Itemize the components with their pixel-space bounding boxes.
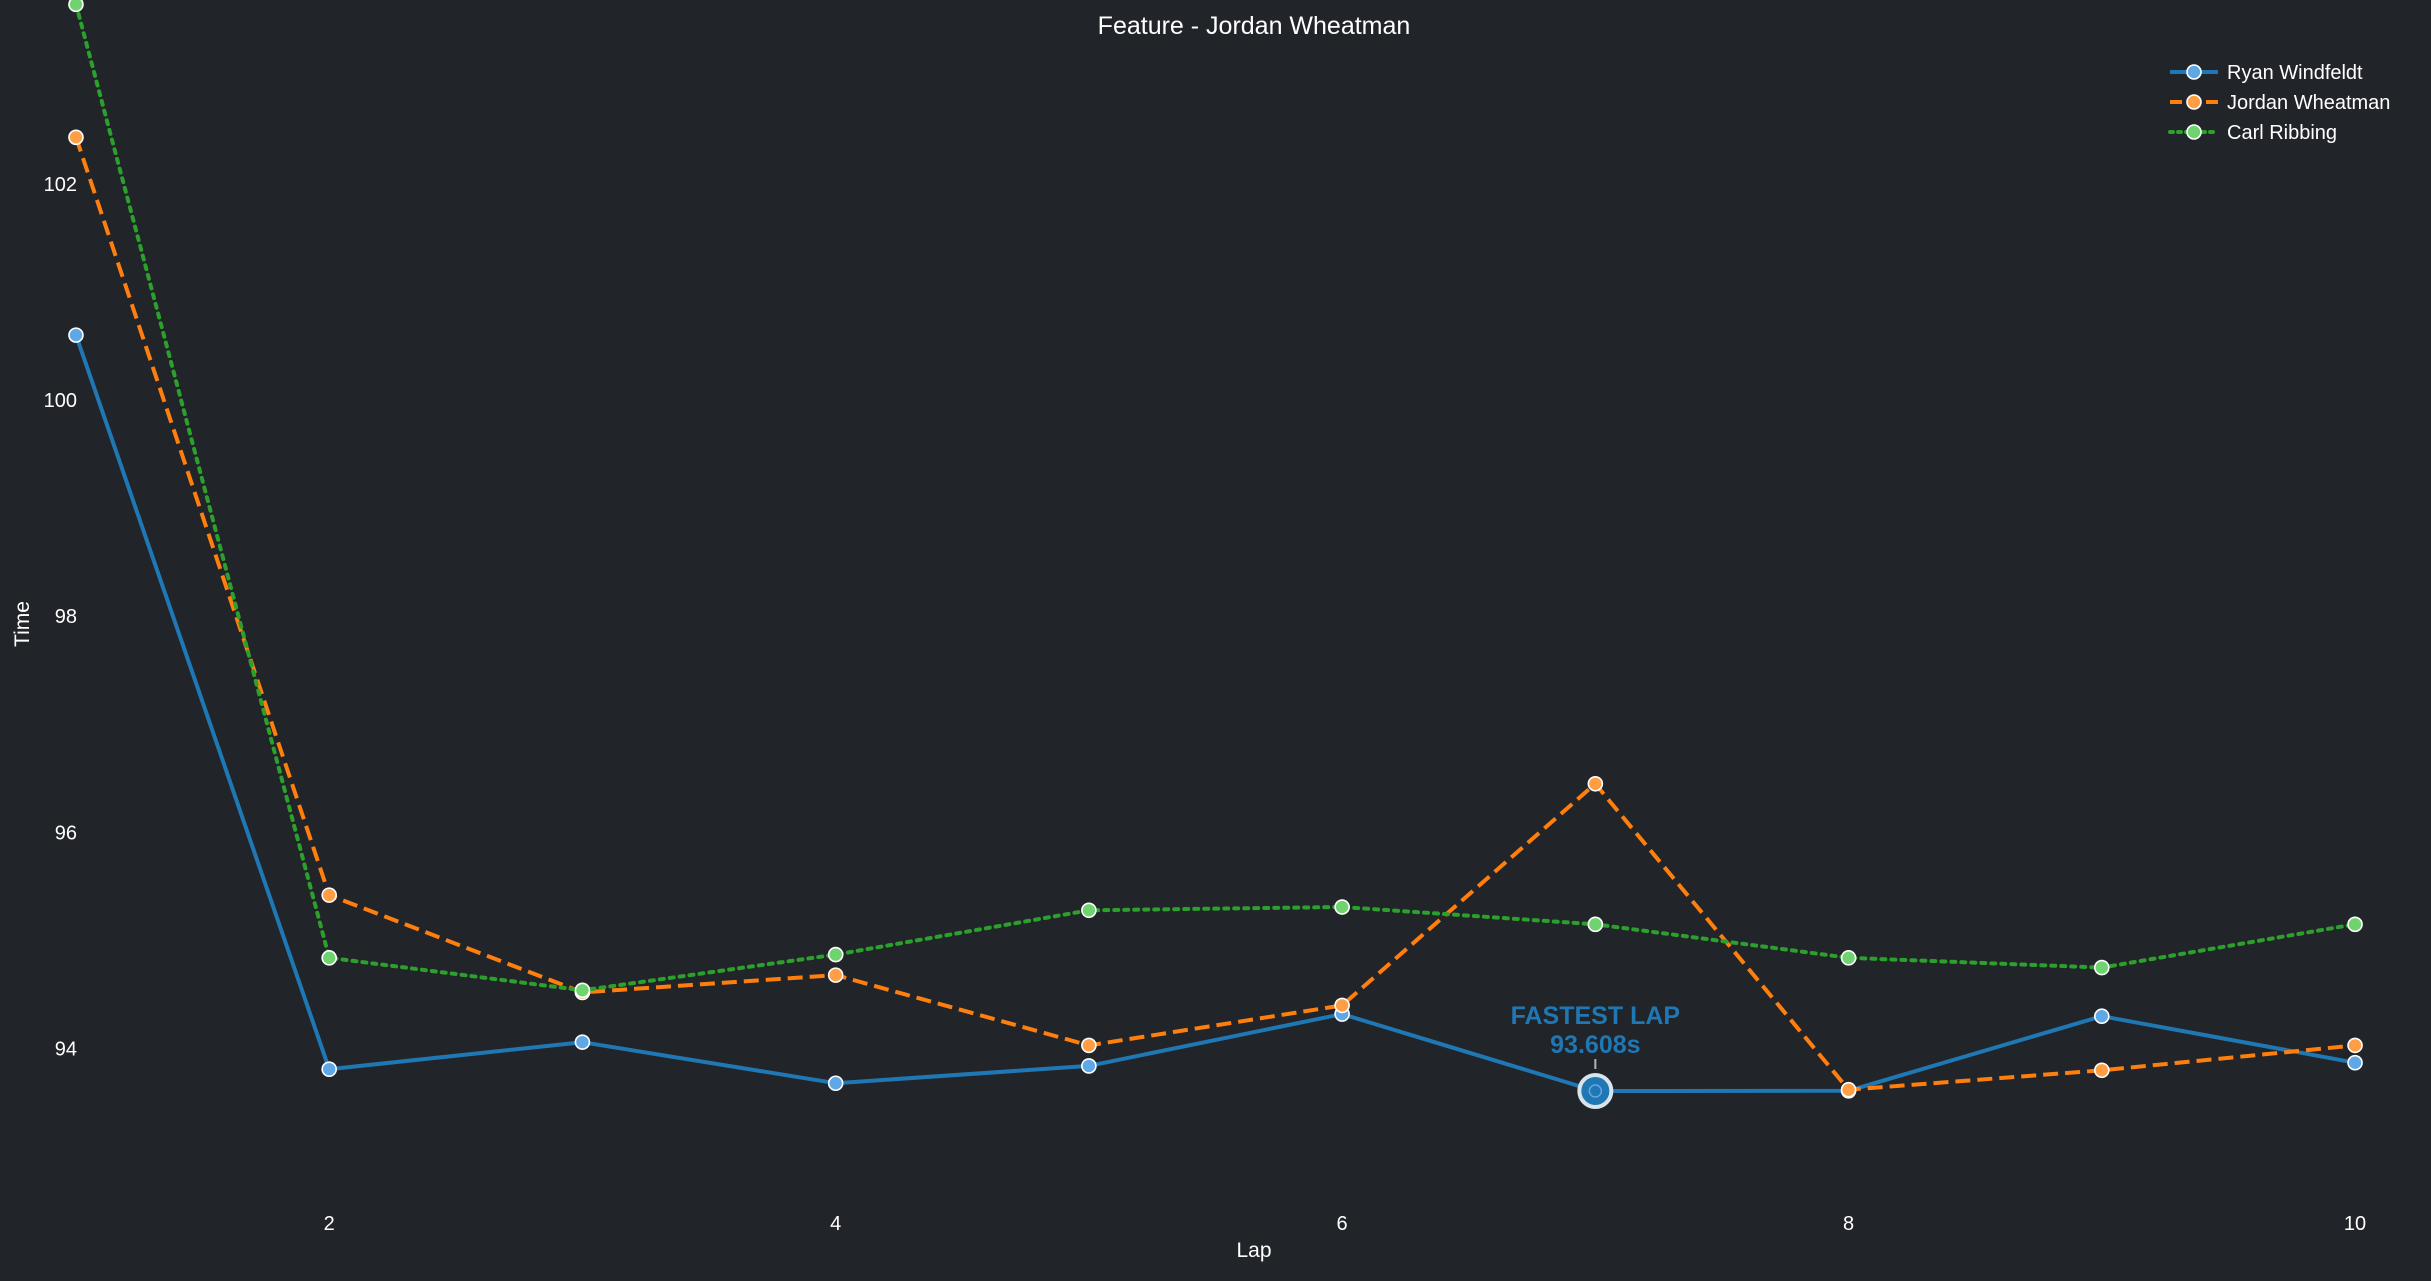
- data-point: [1081, 902, 1097, 919]
- data-point: [2094, 1008, 2110, 1025]
- chart-title: Feature - Jordan Wheatman: [1098, 12, 1411, 40]
- legend-item: Jordan Wheatman: [2170, 92, 2390, 114]
- legend-label: Carl Ribbing: [2227, 122, 2337, 144]
- series-line: [74, 2, 2357, 993]
- data-point: [321, 950, 337, 966]
- y-axis-label: Time: [11, 601, 34, 647]
- y-tick-label: 100: [44, 390, 77, 412]
- y-tick-label: 102: [44, 174, 77, 196]
- data-point: [2347, 1037, 2363, 1054]
- y-tick-label: 94: [55, 1039, 77, 1061]
- x-tick-label: 6: [1337, 1213, 1348, 1235]
- fastest-lap-marker: [1577, 1073, 1614, 1110]
- x-tick-label: 10: [2344, 1213, 2366, 1235]
- y-tick-label: 98: [55, 606, 77, 628]
- data-point: [68, 0, 84, 13]
- series-1: [68, 327, 2363, 1099]
- data-point: [1840, 1081, 1857, 1098]
- series-3: [68, 0, 2363, 999]
- x-tick-label: 8: [1843, 1213, 1854, 1235]
- legend-item: Ryan Windfeldt: [2170, 62, 2363, 84]
- data-point: [574, 982, 591, 999]
- data-point: [68, 327, 84, 343]
- series-layer: [68, 0, 2363, 1099]
- data-point: [321, 887, 337, 903]
- legend-marker: [2186, 64, 2202, 80]
- data-point: [574, 1034, 591, 1050]
- y-axis-ticks: 94 96 98 100 102: [44, 174, 77, 1061]
- data-point: [1587, 916, 1604, 933]
- series-line: [74, 136, 2356, 1092]
- legend-item: Carl Ribbing: [2168, 122, 2337, 144]
- legend-marker: [2186, 94, 2202, 110]
- data-point: [1334, 997, 1350, 1014]
- legend: Ryan Windfeldt Jordan Wheatman Carl Ribbin…: [2168, 62, 2390, 144]
- series-line: [74, 334, 2356, 1093]
- data-point: [1081, 1037, 1097, 1054]
- y-tick-label: 96: [55, 822, 77, 844]
- data-point: [827, 1075, 844, 1092]
- x-tick-label: 4: [830, 1213, 841, 1235]
- data-point: [2347, 1054, 2363, 1071]
- data-point: [2347, 916, 2363, 933]
- data-point: [827, 967, 844, 983]
- x-tick-label: 2: [324, 1213, 335, 1235]
- legend-label: Jordan Wheatman: [2227, 92, 2390, 114]
- legend-marker: [2186, 124, 2202, 140]
- data-point: [2094, 959, 2110, 976]
- data-point: [2094, 1062, 2110, 1079]
- annotation-value: 93.608s: [1550, 1031, 1640, 1059]
- data-point: [321, 1061, 337, 1077]
- data-point: [1081, 1058, 1097, 1074]
- data-point: [1840, 950, 1857, 966]
- fastest-lap-marker-inner: [1588, 1084, 1603, 1098]
- data-point: [1587, 775, 1604, 792]
- data-point: [1334, 899, 1350, 915]
- data-point: [68, 129, 84, 146]
- x-axis-ticks: 2 4 6 8 10: [324, 1213, 2367, 1235]
- legend-label: Ryan Windfeldt: [2227, 62, 2363, 84]
- series-2: [68, 129, 2363, 1098]
- x-axis-label: Lap: [1236, 1239, 1271, 1262]
- data-point: [827, 946, 844, 963]
- annotation-title: FASTEST LAP: [1511, 1002, 1680, 1030]
